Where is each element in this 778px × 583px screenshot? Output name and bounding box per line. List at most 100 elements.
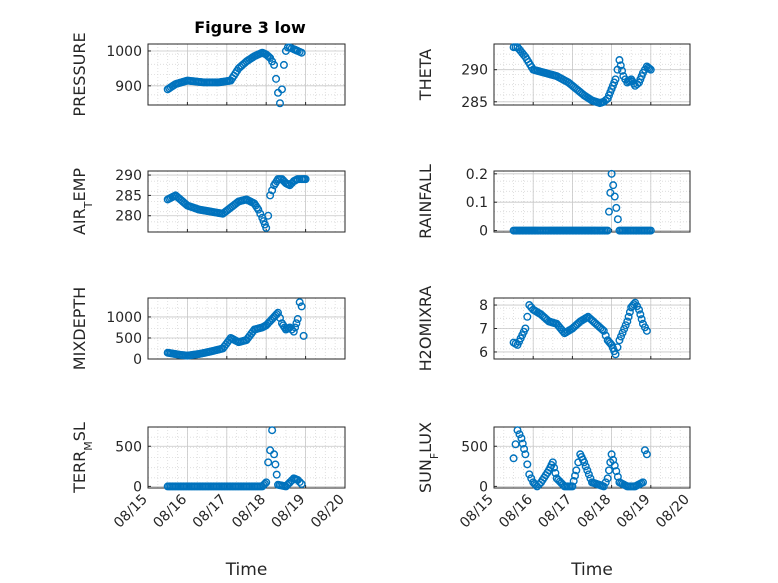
data-point (262, 223, 271, 232)
data-point (277, 85, 286, 94)
data-point (297, 479, 306, 488)
y-tick-label: 1000 (106, 310, 142, 326)
panels: 900 1000 PRESSURE 285 290 THETA 280 285 290 AIRTE… (70, 32, 693, 580)
data-point (256, 209, 265, 218)
y-axis-label: MIXDEPTH (70, 287, 89, 370)
y-tick-label: 280 (115, 209, 142, 225)
data-point (580, 458, 589, 467)
data-point (599, 326, 608, 335)
data-point (254, 205, 263, 214)
data-point (515, 430, 524, 439)
data-point (268, 186, 277, 195)
axes-box (493, 426, 691, 489)
data-point (548, 458, 557, 467)
y-axis-label: PRESSURE (70, 32, 89, 116)
data-point (289, 327, 298, 336)
panel-h2omixra: 6 7 8 H2OMIXRA (416, 286, 691, 371)
data-point (569, 477, 578, 486)
data-point (618, 328, 627, 337)
y-axis-label: RAINFALL (416, 164, 435, 239)
x-axis-label: Time (225, 560, 268, 580)
data-point (601, 478, 610, 487)
panel-mixdepth: 0 500 1000 MIXDEPTH (70, 287, 346, 370)
axes-box (147, 297, 346, 360)
data-point (292, 319, 301, 328)
data-point (615, 56, 624, 65)
y-tick-label: 500 (115, 331, 142, 347)
data-point (638, 478, 647, 487)
x-tick-label: 08/17 (190, 492, 230, 532)
y-axis-label: TERRMSL (70, 422, 95, 494)
data-point (598, 325, 607, 334)
data-point (572, 466, 581, 475)
y-tick-label: 290 (461, 63, 488, 79)
data-point (260, 479, 269, 488)
axes-box (493, 43, 691, 106)
x-tick-label: 08/15 (457, 492, 497, 532)
data-point (603, 474, 612, 483)
y-tick-label: 7 (479, 322, 488, 338)
data-point (272, 470, 281, 479)
panel-theta: 285 290 THETA (416, 43, 691, 111)
panel-rainfall: 0 0.1 0.2 RAINFALL (416, 164, 691, 240)
panel-terr_msl: 0 500 TERRMSL 08/15 08/16 08/17 08/18 08/19 08/2… (70, 422, 348, 580)
x-axis-label: Time (570, 560, 613, 580)
data-point (509, 454, 518, 463)
data-point (615, 336, 624, 345)
panel-pressure: 900 1000 PRESSURE (70, 32, 346, 117)
data-point (611, 75, 620, 84)
data-point (571, 471, 580, 480)
data-point (517, 434, 526, 443)
data-point (642, 450, 651, 459)
y-tick-label: 0 (479, 224, 488, 240)
data-point (636, 310, 645, 319)
data-point (268, 426, 277, 435)
data-point (264, 458, 273, 467)
x-tick-label: 08/18 (229, 492, 269, 532)
data-point (521, 324, 530, 333)
data-point (611, 350, 620, 359)
data-point (518, 439, 527, 448)
data-point (293, 475, 302, 484)
y-tick-label: 290 (115, 168, 142, 184)
x-tick-label: 08/18 (575, 492, 615, 532)
axes-box (147, 43, 346, 106)
axes-box (147, 170, 346, 233)
data-point (523, 460, 532, 469)
data-point (623, 317, 632, 326)
data-point (613, 215, 622, 224)
data-point (279, 60, 288, 69)
x-tick-label: 08/19 (269, 492, 309, 532)
data-point (642, 326, 651, 335)
y-axis-label: AIRTEMP (70, 168, 95, 235)
panel-air_temp: 280 285 290 AIRTEMP (70, 168, 346, 235)
y-tick-label: 1000 (106, 44, 142, 60)
data-point (270, 450, 279, 459)
data-point (637, 315, 646, 324)
x-tick-label: 08/17 (535, 492, 575, 532)
data-point (271, 460, 280, 469)
data-point (646, 226, 655, 235)
data-point (266, 191, 275, 200)
data-point (610, 192, 619, 201)
data-point (285, 181, 294, 190)
y-tick-label: 0.2 (466, 167, 488, 183)
x-tick-label: 08/16 (150, 491, 190, 531)
data-point (612, 203, 621, 212)
data-point (551, 469, 560, 478)
data-point (291, 323, 300, 332)
data-point (624, 312, 633, 321)
data-point (301, 175, 310, 184)
y-tick-label: 500 (115, 439, 142, 455)
data-point (604, 466, 613, 475)
data-point (266, 446, 275, 455)
data-point (550, 463, 559, 472)
panel-sun_flux: 0 500 SUNFLUX 08/15 08/16 08/17 08/18 08/19 08/2… (416, 422, 693, 580)
x-tick-label: 08/16 (496, 491, 536, 531)
x-tick-label: 08/20 (653, 492, 693, 532)
data-point (525, 301, 534, 310)
data-point (297, 48, 306, 57)
y-axis-label: SUNFLUX (416, 422, 441, 493)
data-point (295, 298, 304, 307)
data-point (272, 74, 281, 83)
